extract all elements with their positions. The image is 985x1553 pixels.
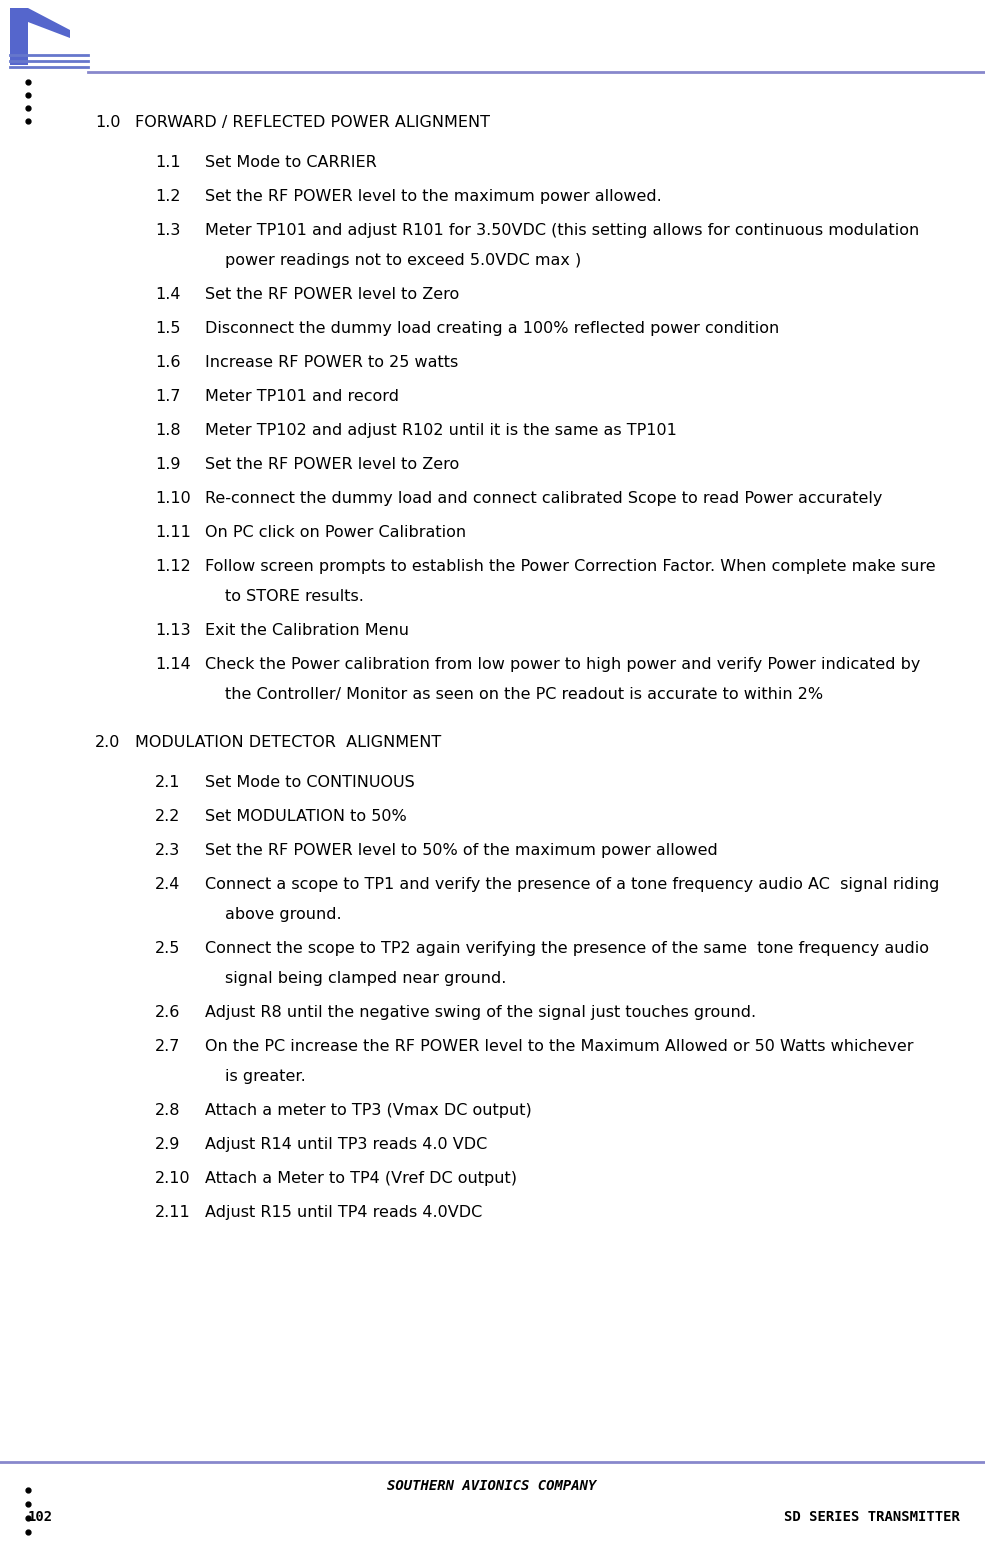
Text: signal being clamped near ground.: signal being clamped near ground. <box>225 971 511 986</box>
Text: Attach a meter to TP3 (Vmax DC output): Attach a meter to TP3 (Vmax DC output) <box>205 1103 532 1118</box>
Text: Meter TP102 and adjust R102 until it is the same as TP101: Meter TP102 and adjust R102 until it is … <box>205 422 677 438</box>
Text: Disconnect the dummy load creating a 100% reflected power condition: Disconnect the dummy load creating a 100… <box>205 321 779 335</box>
Text: SD SERIES TRANSMITTER: SD SERIES TRANSMITTER <box>784 1510 960 1523</box>
Text: 2.9: 2.9 <box>155 1137 180 1152</box>
Polygon shape <box>10 8 70 65</box>
Text: 1.3: 1.3 <box>155 224 180 238</box>
Text: 2.5: 2.5 <box>155 941 180 957</box>
Text: 2.11: 2.11 <box>155 1205 191 1221</box>
Text: SAC: SAC <box>33 33 54 43</box>
Text: the Controller/ Monitor as seen on the PC readout is accurate to within 2%: the Controller/ Monitor as seen on the P… <box>225 686 823 702</box>
Text: 2.1: 2.1 <box>155 775 180 790</box>
Text: to STORE results.: to STORE results. <box>225 589 363 604</box>
Text: Adjust R15 until TP4 reads 4.0VDC: Adjust R15 until TP4 reads 4.0VDC <box>205 1205 483 1221</box>
Text: Set the RF POWER level to Zero: Set the RF POWER level to Zero <box>205 287 459 301</box>
Text: 2.6: 2.6 <box>155 1005 180 1020</box>
Text: 102: 102 <box>28 1510 53 1523</box>
Text: power readings not to exceed 5.0VDC max ): power readings not to exceed 5.0VDC max … <box>225 253 581 269</box>
Text: Connect the scope to TP2 again verifying the presence of the same  tone frequenc: Connect the scope to TP2 again verifying… <box>205 941 929 957</box>
Text: 1.0: 1.0 <box>95 115 120 130</box>
Text: Increase RF POWER to 25 watts: Increase RF POWER to 25 watts <box>205 356 463 370</box>
Text: 1.14: 1.14 <box>155 657 191 672</box>
Text: Set Mode to CONTINUOUS: Set Mode to CONTINUOUS <box>205 775 415 790</box>
Text: 1.7: 1.7 <box>155 388 180 404</box>
Text: 1.12: 1.12 <box>155 559 191 575</box>
Text: FORWARD / REFLECTED POWER ALIGNMENT: FORWARD / REFLECTED POWER ALIGNMENT <box>135 115 490 130</box>
Text: is greater.: is greater. <box>225 1068 305 1084</box>
Text: Set the RF POWER level to the maximum power allowed.: Set the RF POWER level to the maximum po… <box>205 189 662 203</box>
Text: 1.10: 1.10 <box>155 491 191 506</box>
Text: Re-connect the dummy load and connect calibrated Scope to read Power accurately: Re-connect the dummy load and connect ca… <box>205 491 883 506</box>
Text: 1.1: 1.1 <box>155 155 180 169</box>
Text: Set the RF POWER level to Zero: Set the RF POWER level to Zero <box>205 457 459 472</box>
Text: MODULATION DETECTOR  ALIGNMENT: MODULATION DETECTOR ALIGNMENT <box>135 735 441 750</box>
Text: 1.11: 1.11 <box>155 525 191 540</box>
Text: 1.13: 1.13 <box>155 623 191 638</box>
Text: Meter TP101 and record: Meter TP101 and record <box>205 388 399 404</box>
Text: 1.2: 1.2 <box>155 189 180 203</box>
Text: Attach a Meter to TP4 (Vref DC output): Attach a Meter to TP4 (Vref DC output) <box>205 1171 517 1186</box>
Text: On PC click on Power Calibration: On PC click on Power Calibration <box>205 525 471 540</box>
Text: 2.4: 2.4 <box>155 877 180 891</box>
Text: 2.8: 2.8 <box>155 1103 180 1118</box>
Text: 1.5: 1.5 <box>155 321 180 335</box>
Text: above ground.: above ground. <box>225 907 352 922</box>
Text: Meter TP101 and adjust R101 for 3.50VDC (this setting allows for continuous modu: Meter TP101 and adjust R101 for 3.50VDC … <box>205 224 919 238</box>
Text: 2.2: 2.2 <box>155 809 180 825</box>
Text: Connect a scope to TP1 and verify the presence of a tone frequency audio AC  sig: Connect a scope to TP1 and verify the pr… <box>205 877 940 891</box>
Text: Follow screen prompts to establish the Power Correction Factor. When complete ma: Follow screen prompts to establish the P… <box>205 559 936 575</box>
Text: 1.8: 1.8 <box>155 422 180 438</box>
Text: Set Mode to CARRIER: Set Mode to CARRIER <box>205 155 376 169</box>
Text: Set MODULATION to 50%: Set MODULATION to 50% <box>205 809 407 825</box>
Text: SOUTHERN AVIONICS COMPANY: SOUTHERN AVIONICS COMPANY <box>387 1478 597 1492</box>
Text: 1.9: 1.9 <box>155 457 180 472</box>
Text: 2.0: 2.0 <box>95 735 120 750</box>
Text: 2.7: 2.7 <box>155 1039 180 1054</box>
Text: Set the RF POWER level to 50% of the maximum power allowed: Set the RF POWER level to 50% of the max… <box>205 843 718 857</box>
Text: On the PC increase the RF POWER level to the Maximum Allowed or 50 Watts whichev: On the PC increase the RF POWER level to… <box>205 1039 913 1054</box>
Text: 1.6: 1.6 <box>155 356 180 370</box>
Text: 2.10: 2.10 <box>155 1171 191 1186</box>
Text: Check the Power calibration from low power to high power and verify Power indica: Check the Power calibration from low pow… <box>205 657 920 672</box>
Text: Exit the Calibration Menu: Exit the Calibration Menu <box>205 623 409 638</box>
Text: 1.4: 1.4 <box>155 287 180 301</box>
Text: Adjust R14 until TP3 reads 4.0 VDC: Adjust R14 until TP3 reads 4.0 VDC <box>205 1137 488 1152</box>
Text: Adjust R8 until the negative swing of the signal just touches ground.: Adjust R8 until the negative swing of th… <box>205 1005 756 1020</box>
Text: 2.3: 2.3 <box>155 843 180 857</box>
